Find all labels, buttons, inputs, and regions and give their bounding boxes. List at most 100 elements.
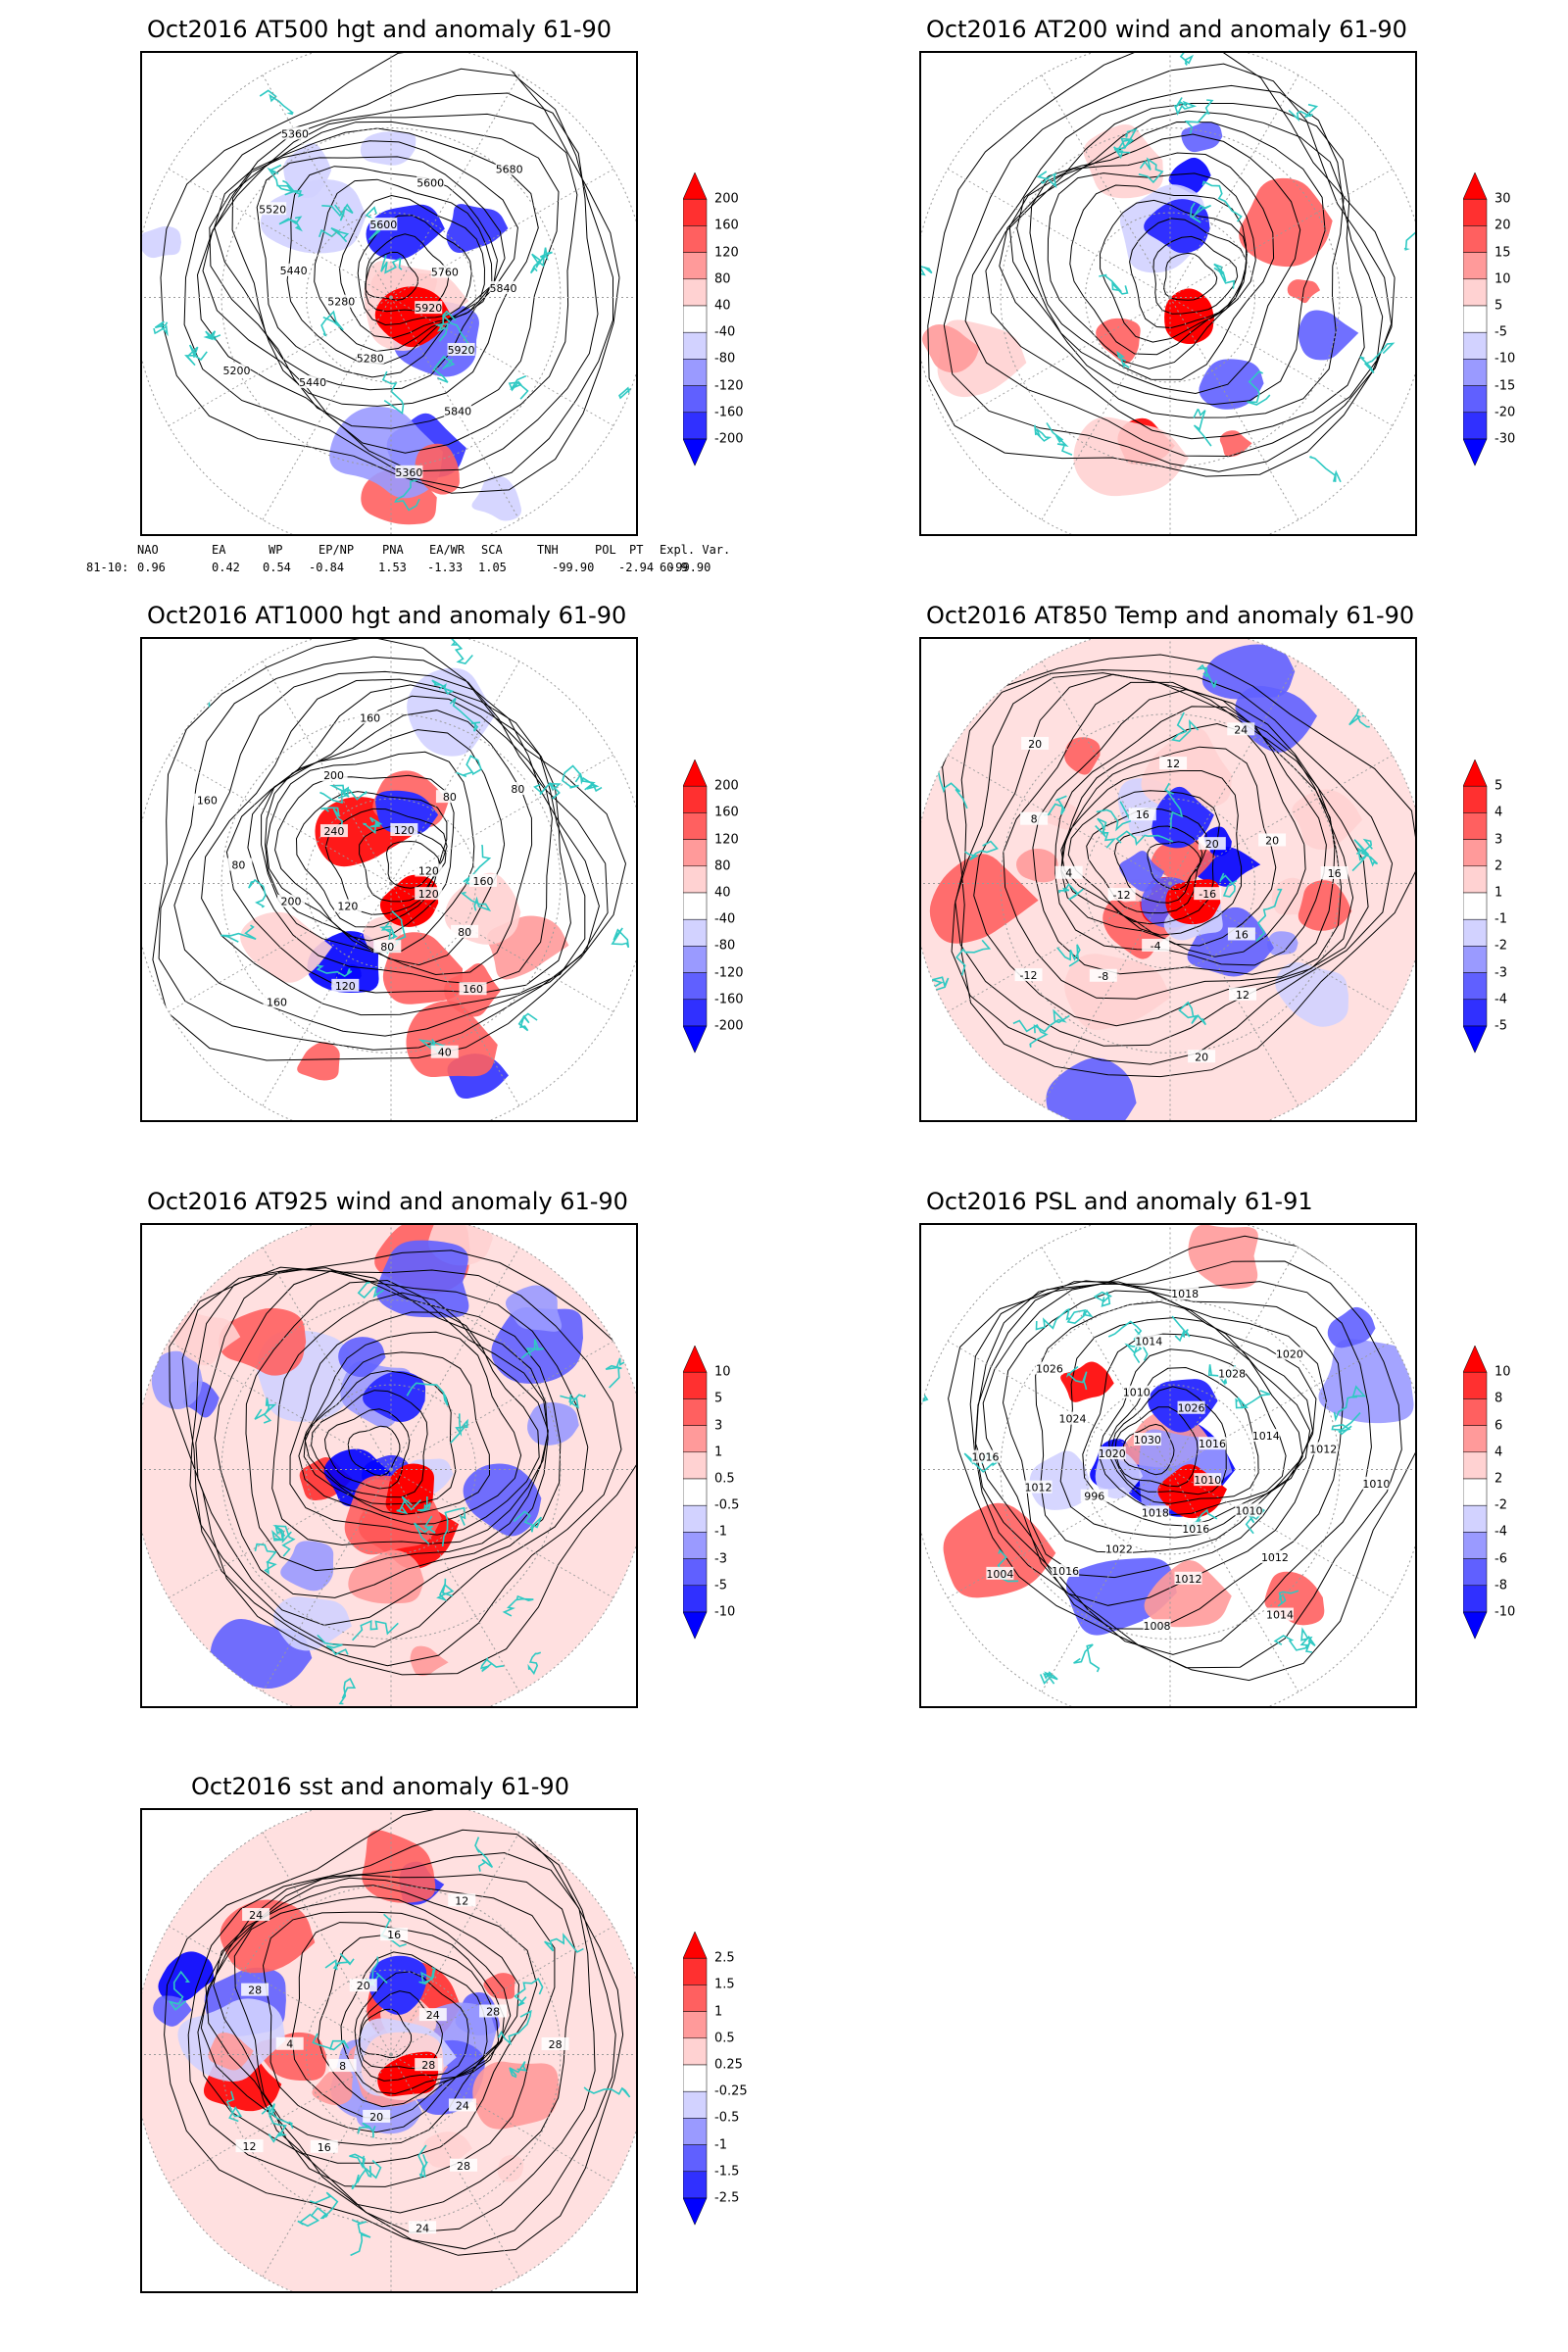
anomaly-shade — [1046, 1057, 1137, 1120]
anomaly-shade — [463, 1463, 542, 1537]
contour-line — [948, 1235, 1415, 1682]
colorbar-label: -15 — [1494, 378, 1516, 394]
anomaly-shade — [483, 1973, 515, 1999]
contour-label: 5360 — [281, 127, 309, 140]
anomaly-shade — [505, 1285, 563, 1332]
contour-line — [1152, 235, 1239, 315]
meridian-line — [1169, 74, 1299, 298]
tele-header: POL — [595, 543, 616, 557]
anomaly-shade — [338, 1337, 386, 1378]
coastline — [560, 1394, 586, 1409]
colorbar-label: 4 — [1494, 805, 1503, 820]
colorbar-label: -0.25 — [714, 2083, 748, 2099]
tele-header: Expl. Var. — [660, 543, 731, 557]
coastline — [254, 1397, 277, 1424]
tele-header: WP — [269, 543, 283, 557]
contour-line — [357, 215, 472, 326]
contour-label: 1010 — [1362, 1478, 1390, 1491]
polar-map-at500: 5920 5920 5840 5360 5280 5440 5200 5280 5440 5520… — [142, 53, 636, 534]
coastline — [434, 310, 457, 342]
anomaly-shade — [151, 1350, 203, 1410]
contour-label: 12 — [1166, 758, 1180, 770]
meridian-line — [1169, 661, 1299, 884]
anomaly-shade — [1029, 1450, 1090, 1510]
contour-line — [214, 127, 539, 407]
coastline — [1066, 1308, 1094, 1324]
meridian-line — [1041, 661, 1171, 884]
anomaly-shade — [1298, 310, 1359, 361]
coastline — [1056, 944, 1081, 967]
contour-label: 80 — [458, 926, 471, 939]
contour-line — [173, 670, 600, 1037]
contour-line — [158, 656, 609, 1051]
coastline — [1247, 370, 1271, 406]
contour-line — [213, 1885, 538, 2164]
coastline — [379, 922, 398, 941]
contour-label: 1016 — [1199, 1438, 1226, 1450]
contour-label: 120 — [335, 980, 356, 993]
anomaly-shade — [219, 1307, 307, 1376]
anomaly-shade — [406, 1001, 498, 1078]
anomaly-shade — [1181, 122, 1223, 153]
contour-label: 1016 — [1052, 1565, 1079, 1578]
colorbar-label: 0.5 — [714, 1471, 735, 1487]
colorbar-label: 80 — [714, 858, 731, 874]
coastline — [450, 1413, 468, 1444]
contour-line — [365, 251, 418, 301]
coastline — [1065, 1365, 1088, 1391]
colorbar-label: 3 — [714, 1418, 723, 1434]
anomaly-shade — [407, 667, 496, 757]
meridian-line — [262, 1247, 392, 1470]
polar-map-at200 — [921, 53, 1415, 534]
coastline — [450, 639, 473, 664]
coastline — [254, 1543, 277, 1575]
latitude-circle — [220, 127, 562, 467]
coastline — [184, 344, 208, 367]
anomaly-shade — [375, 1240, 469, 1318]
coastline — [350, 2219, 371, 2257]
coastline — [513, 1510, 543, 1533]
coastline — [574, 772, 603, 793]
contour-line — [1082, 1333, 1303, 1527]
anomaly-shade — [1016, 848, 1059, 883]
anomaly-shade — [362, 1830, 436, 1903]
tele-value: 0.54 — [263, 561, 291, 574]
contour-label: 24 — [1234, 723, 1248, 736]
contour-label: 1026 — [1178, 1402, 1205, 1415]
coastline — [406, 1382, 449, 1406]
meridian-line — [390, 1832, 520, 2055]
tele-header: EA — [212, 543, 226, 557]
coastline — [1235, 1390, 1271, 1409]
contour-label: 240 — [323, 825, 344, 838]
contour-line — [1047, 172, 1256, 369]
coastline — [1219, 872, 1238, 898]
contour-line — [1099, 199, 1249, 343]
anomaly-shade — [158, 1951, 215, 2003]
anomaly-shade — [280, 1541, 334, 1592]
colorbar-label: 2 — [1494, 1471, 1503, 1487]
map-frame-at850: -16 16 12 20 -4 -8 -12 -12 4 8 20 16 12 24 20 20 16 — [919, 637, 1417, 1122]
colorbar-label: -4 — [1494, 992, 1507, 1007]
coastline — [357, 1282, 384, 1299]
contour-label: 1014 — [1135, 1336, 1162, 1348]
contour-line — [1059, 1316, 1311, 1539]
tele-value: 60.9 — [660, 561, 688, 574]
coastline — [362, 816, 383, 835]
contour-line — [183, 68, 613, 489]
anomaly-shade — [273, 1596, 352, 1651]
meridian-line — [262, 297, 392, 520]
coastline — [1095, 817, 1116, 849]
anomaly-shade — [1073, 416, 1189, 497]
colorbar-at850: 5 4 3 2 1 -1 -2 -3 -4 -5 — [1463, 760, 1507, 1055]
coastline — [220, 924, 257, 943]
contour-label: 28 — [457, 2160, 470, 2173]
coastline — [416, 1496, 431, 1512]
colorbar-label: 30 — [1494, 191, 1511, 207]
colorbar-label: 10 — [1494, 271, 1511, 287]
coastline — [533, 782, 562, 800]
colorbar-label: -120 — [714, 965, 744, 981]
contour-label: 80 — [231, 859, 245, 872]
meridian-line — [1169, 169, 1394, 298]
meridian-line — [1169, 1341, 1394, 1470]
colorbar-label: 160 — [714, 805, 739, 820]
